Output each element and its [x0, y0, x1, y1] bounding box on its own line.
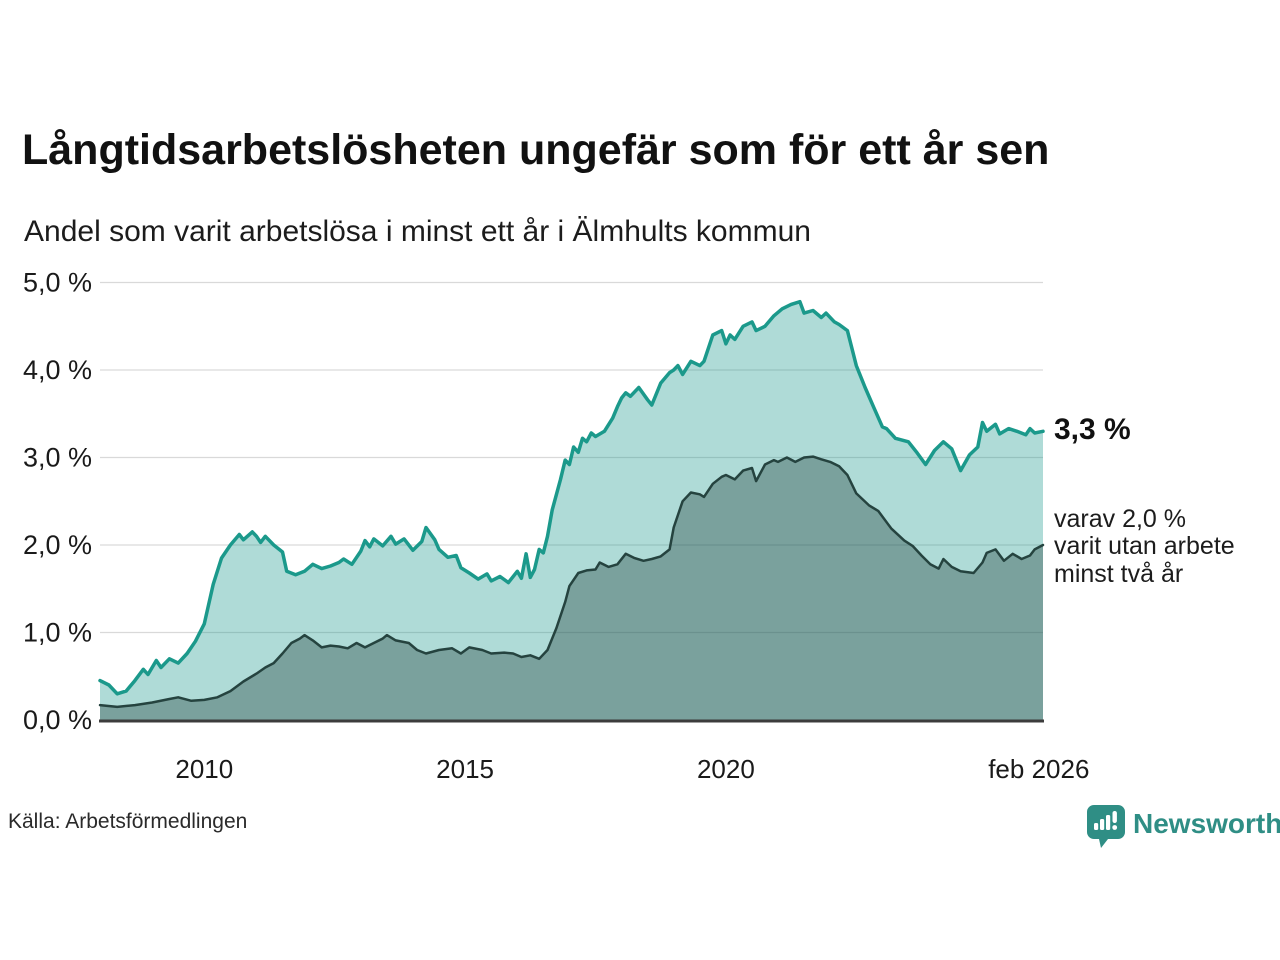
brand-name: Newsworthy — [1133, 808, 1280, 839]
svg-text:1,0 %: 1,0 % — [23, 618, 92, 648]
svg-text:2020: 2020 — [697, 754, 755, 784]
svg-text:2,0 %: 2,0 % — [23, 530, 92, 560]
svg-text:2015: 2015 — [436, 754, 494, 784]
svg-text:2010: 2010 — [175, 754, 233, 784]
source-credit: Källa: Arbetsförmedlingen — [8, 810, 248, 833]
svg-text:feb 2026: feb 2026 — [988, 754, 1089, 784]
page-title: Långtidsarbetslösheten ungefär som för e… — [22, 126, 1050, 174]
newsworthy-logo: Newsworthy — [1086, 804, 1280, 850]
svg-text:4,0 %: 4,0 % — [23, 355, 92, 385]
svg-text:5,0 %: 5,0 % — [23, 268, 92, 298]
svg-text:3,0 %: 3,0 % — [23, 443, 92, 473]
secondary-note-label: varav 2,0 % varit utan arbete minst två … — [1054, 505, 1235, 588]
latest-value-label: 3,3 % — [1054, 413, 1131, 446]
newsworthy-logo-icon — [1087, 805, 1125, 848]
chart-subtitle: Andel som varit arbetslösa i minst ett å… — [24, 215, 811, 248]
svg-text:0,0 %: 0,0 % — [23, 705, 92, 735]
